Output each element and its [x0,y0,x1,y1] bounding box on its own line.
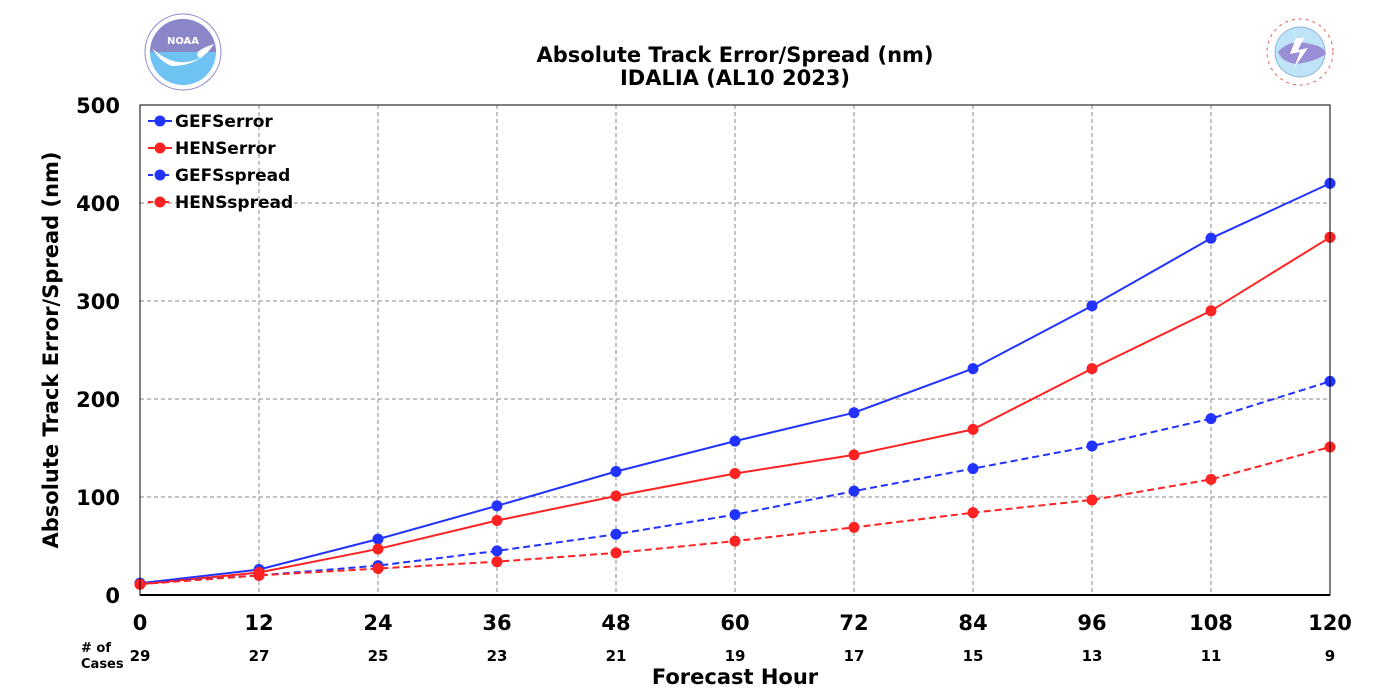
grid-lines [140,105,1330,595]
y-tick-label: 200 [76,388,120,412]
x-tick-label: 48 [601,611,630,635]
data-point [967,507,979,519]
data-point [372,563,384,575]
case-count: 19 [725,647,746,665]
case-count: 21 [606,647,627,665]
data-point [848,449,860,461]
legend-label: GEFSerror [175,112,273,132]
x-tick-label: 108 [1189,611,1233,635]
data-point [610,528,622,540]
data-point [1086,440,1098,452]
data-point [1205,305,1217,317]
data-point [1205,413,1217,425]
data-point [610,466,622,478]
x-tick-label: 84 [958,611,987,635]
data-point [1086,300,1098,312]
legend-label: HENSerror [175,139,276,159]
case-count: 15 [963,647,984,665]
data-point [729,535,741,547]
noaa-logo-text: NOAA [167,36,199,47]
x-axis-label: Forecast Hour [652,665,819,689]
chart-title: Absolute Track Error/Spread (nm) [536,43,933,67]
y-tick-label: 300 [76,290,120,314]
case-count: 9 [1325,647,1335,665]
cases-header-line1: # of [81,641,111,656]
legend-label: GEFSspread [175,166,290,186]
legend-marker [154,142,166,154]
series-line [139,182,1331,585]
tick-labels: 0 12 24 36 48 60 72 84 96 108 120 0 100 200 300 400 500 [76,94,1352,635]
case-count: 23 [487,647,508,665]
legend-item-gefserror[interactable]: GEFSerror [148,112,273,132]
data-point [253,569,265,581]
x-tick-label: 96 [1077,611,1106,635]
x-tick-label: 36 [482,611,511,635]
legend-item-henserror[interactable]: HENSerror [148,139,276,159]
data-point [1086,494,1098,506]
series-line [139,380,1331,585]
y-tick-label: 500 [76,94,120,118]
x-tick-label: 72 [839,611,868,635]
y-tick-label: 100 [76,486,120,510]
data-point [967,363,979,375]
x-tick-label: 0 [133,611,148,635]
data-point [1205,232,1217,244]
x-tick-label: 12 [244,611,273,635]
data-point [967,423,979,435]
x-tick-label: 60 [720,611,749,635]
data-point [1205,473,1217,485]
data-point [372,543,384,555]
data-point [729,435,741,447]
data-point [848,407,860,419]
legend-marker [154,115,166,127]
data-point [848,521,860,533]
noaa-logo-icon: NOAA [144,13,222,91]
data-point [491,545,503,557]
case-count: 17 [844,647,865,665]
case-count: 25 [368,647,389,665]
data-point [372,533,384,545]
legend-item-hensspread[interactable]: HENSspread [148,193,293,213]
cases-header-line2: Cases [81,657,124,672]
data-point [491,515,503,527]
data-point [729,467,741,479]
y-tick-label: 400 [76,192,120,216]
x-tick-label: 24 [363,611,392,635]
series-layer [134,177,1336,590]
data-point [1086,363,1098,375]
case-count: 29 [130,647,151,665]
case-count: 11 [1201,647,1222,665]
legend-marker [154,196,166,208]
data-point [848,485,860,497]
data-point [729,509,741,521]
data-point [491,556,503,568]
legend-marker [154,169,166,181]
data-point [610,490,622,502]
y-tick-label: 0 [105,584,120,608]
data-point [967,463,979,475]
legend-item-gefsspread[interactable]: GEFSspread [148,166,290,186]
legend-label: HENSspread [175,193,293,213]
data-point [491,500,503,512]
nws-logo-icon [1262,14,1338,90]
legend[interactable]: GEFSerror HENSerror GEFSspread HENSspread [148,112,293,213]
case-count: 27 [249,647,270,665]
case-count: 13 [1082,647,1103,665]
data-point [610,547,622,559]
y-axis-label: Absolute Track Error/Spread (nm) [39,151,63,548]
chart-subtitle: IDALIA (AL10 2023) [620,66,850,90]
x-tick-label: 120 [1308,611,1352,635]
